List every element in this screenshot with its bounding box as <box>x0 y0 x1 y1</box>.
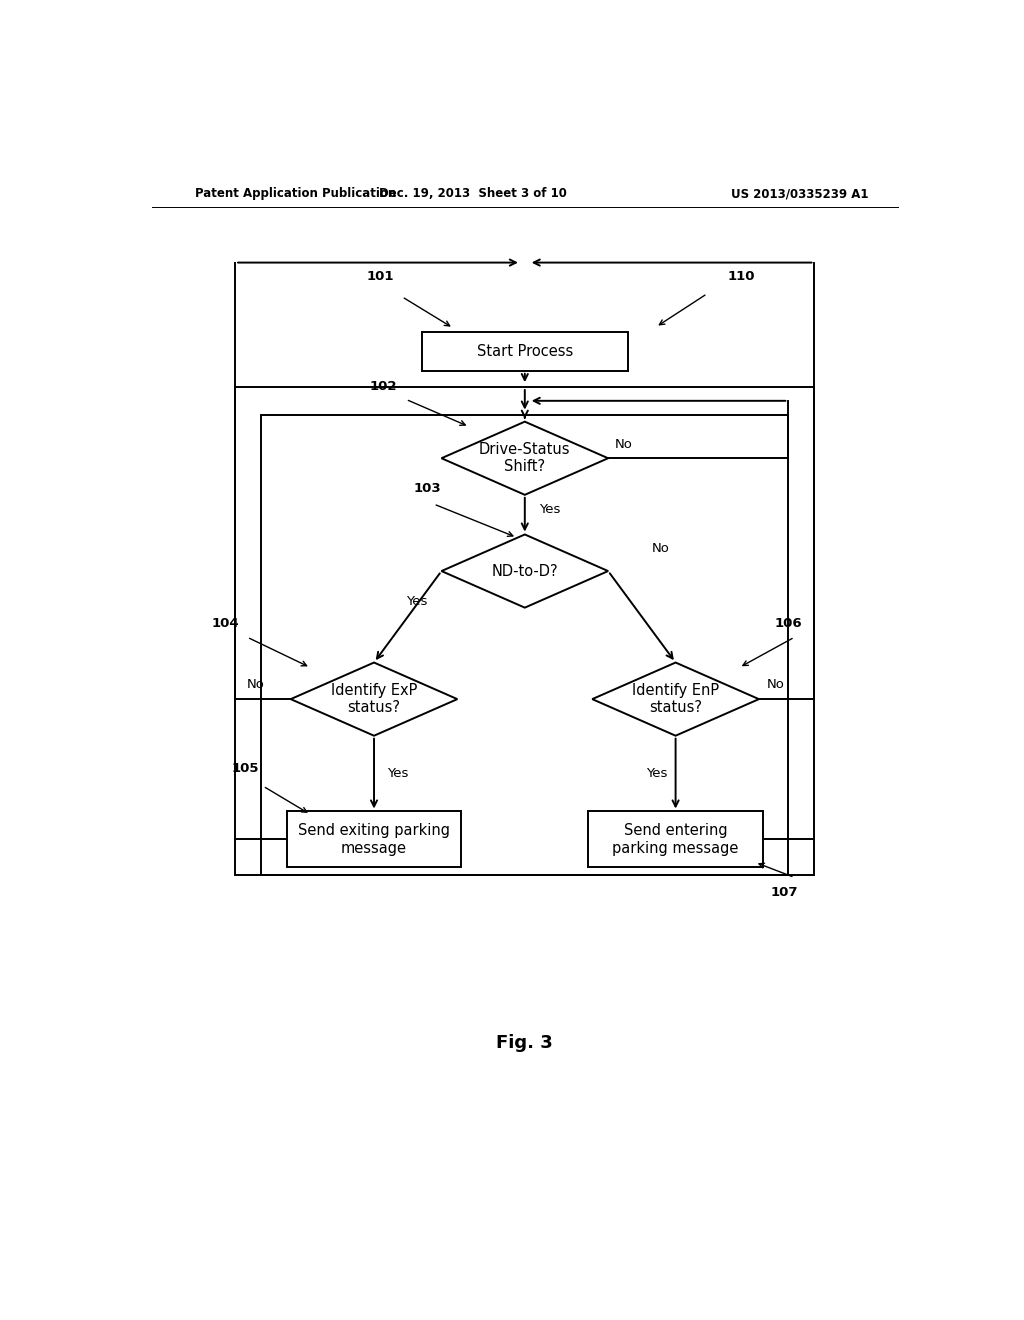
Text: No: No <box>767 678 784 692</box>
Text: Yes: Yes <box>387 767 409 780</box>
Polygon shape <box>592 663 759 735</box>
Polygon shape <box>441 535 608 607</box>
Text: 104: 104 <box>211 618 239 631</box>
Text: ND-to-D?: ND-to-D? <box>492 564 558 578</box>
Text: Yes: Yes <box>539 503 560 516</box>
Text: Patent Application Publication: Patent Application Publication <box>196 187 396 201</box>
Text: 106: 106 <box>775 618 803 631</box>
Text: Send exiting parking
message: Send exiting parking message <box>298 824 450 855</box>
Text: 105: 105 <box>231 762 259 775</box>
Text: 101: 101 <box>367 269 393 282</box>
Text: Yes: Yes <box>406 595 427 609</box>
Text: 110: 110 <box>727 269 755 282</box>
Polygon shape <box>441 421 608 495</box>
Text: Dec. 19, 2013  Sheet 3 of 10: Dec. 19, 2013 Sheet 3 of 10 <box>379 187 567 201</box>
FancyBboxPatch shape <box>588 812 763 867</box>
Text: 103: 103 <box>414 482 441 495</box>
Text: 107: 107 <box>771 886 799 899</box>
Text: Drive-Status
Shift?: Drive-Status Shift? <box>479 442 570 474</box>
FancyBboxPatch shape <box>422 333 628 371</box>
Text: Send entering
parking message: Send entering parking message <box>612 824 738 855</box>
Text: US 2013/0335239 A1: US 2013/0335239 A1 <box>731 187 868 201</box>
Text: Identify EnP
status?: Identify EnP status? <box>632 682 719 715</box>
Text: No: No <box>652 543 670 556</box>
Text: Fig. 3: Fig. 3 <box>497 1034 553 1052</box>
Text: 102: 102 <box>370 380 397 392</box>
Text: No: No <box>247 678 265 692</box>
Text: No: No <box>614 437 633 450</box>
Polygon shape <box>291 663 458 735</box>
FancyBboxPatch shape <box>287 812 462 867</box>
Text: Yes: Yes <box>646 767 668 780</box>
Text: Start Process: Start Process <box>477 345 572 359</box>
Text: Identify ExP
status?: Identify ExP status? <box>331 682 417 715</box>
